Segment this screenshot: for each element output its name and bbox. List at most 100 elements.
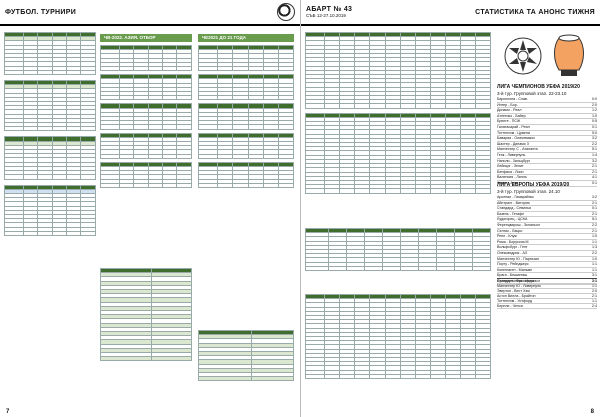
match-score: 3:2 — [592, 136, 597, 141]
schedule-list: Вулвергемптон - Ньюкасл 1:1 Манчестер Ю - … — [497, 279, 597, 309]
match-score: 1:4 — [592, 152, 597, 157]
match-score: 1:0 — [592, 113, 597, 118]
match-teams: Ренн - Клуж — [497, 234, 517, 239]
match-row: Бенфика - Лион 2:1 — [497, 170, 597, 176]
section-title: ФУТБОЛ. ТУРНИРИ — [5, 8, 77, 16]
match-row: Интер - Бор. 2:0 — [497, 103, 597, 109]
match-teams: Барселона - Слав. — [497, 97, 528, 101]
match-score: 2:1 — [592, 228, 597, 233]
match-teams: Манчестер Ю - Ливерпуль — [497, 284, 541, 288]
match-row: Селтик - Лацио 2:1 — [497, 229, 597, 235]
match-row: Атлетико - Байер 1:0 — [497, 114, 597, 120]
match-teams: Шахтер - Динамо З — [497, 141, 529, 146]
match-row: Ференцварош - Эспаньол 2:2 — [497, 223, 597, 229]
match-score: 0:5 — [592, 119, 597, 124]
match-score: 0:1 — [592, 206, 597, 211]
match-row: Бавария - Олимпиакос 3:2 — [497, 136, 597, 142]
match-score: 1:0 — [592, 234, 597, 239]
match-row: Шахтер - Динамо З 2:2 — [497, 142, 597, 148]
match-row: Вольфсбург - Гент 1:3 — [497, 245, 597, 251]
match-score: 1:1 — [592, 284, 597, 288]
match-score: 2:1 — [592, 169, 597, 174]
match-row: Наполи - Зальцбург 3:2 — [497, 159, 597, 165]
match-teams: Тоттенхэм - Црвена — [497, 130, 530, 135]
match-teams: Брага - Бешикташ — [497, 273, 528, 278]
el-match-list: Арсенал - Гимарайнш 3:2 Айнтрахт - Витория… — [497, 195, 597, 285]
match-row: Барселона - Слав. 0:0 — [497, 97, 597, 103]
match-score: 2:0 — [592, 102, 597, 107]
match-teams: Астон Вилла - Брайтон — [497, 294, 536, 298]
match-row: Базель - Гетафе 2:1 — [497, 212, 597, 218]
page-number-left: 7 — [6, 409, 10, 415]
match-teams: Базель - Гетафе — [497, 211, 525, 216]
match-row: Стандард - Севилья 0:1 — [497, 206, 597, 212]
page-number-right: 8 — [590, 409, 594, 415]
match-row: Манчестер Ю - Партизан 1:0 — [497, 257, 597, 263]
football-icon — [277, 3, 295, 21]
cl-subtitle: 3-й тур. Групповой этап. 22-23.10 — [497, 91, 567, 96]
match-row: Бернли - Челси 2:4 — [497, 304, 597, 309]
match-teams: Тоттенхэм - Уотфорд — [497, 299, 532, 303]
match-row: Ренн - Клуж 1:0 — [497, 234, 597, 240]
match-teams: Лейпциг - Зенит — [497, 164, 524, 169]
match-score: 3:1 — [592, 273, 597, 278]
europa-league-block: ЛИГА ЕВРОПЫ УЕФА 2019/20 3-й тур. Группо… — [497, 182, 597, 285]
match-teams: Валенсия - Лилль — [497, 175, 527, 180]
match-score: 2:1 — [592, 211, 597, 216]
match-row: Эвертон - Вест Хэм 2:0 — [497, 289, 597, 294]
right-header: АБАРТ № 43 СЪБ 12-27.10.2019 СТАТИСТИКА … — [301, 0, 600, 26]
match-score: 2:0 — [592, 289, 597, 293]
cl-title: ЛИГА ЧЕМПИОНОВ УЕФА 2019/20 — [497, 84, 580, 90]
match-teams: Манчестер Ю - Партизан — [497, 256, 539, 261]
match-score: 2:1 — [592, 164, 597, 169]
el-subtitle: 3-й тур. Групповой этап. 24.10 — [497, 189, 560, 194]
col2-title: ЧВ-2022. АЗИЯ. ОТБОР — [100, 34, 192, 42]
match-teams: Наполи - Зальцбург — [497, 158, 530, 163]
match-row: Генк - Ливерпуль 1:4 — [497, 153, 597, 159]
match-row: Тоттенхэм - Уотфорд 1:1 — [497, 299, 597, 304]
match-teams: Манчестер С - Аталанта — [497, 147, 538, 152]
match-score: 2:1 — [592, 278, 597, 283]
match-teams: Интер - Бор. — [497, 102, 518, 107]
match-teams: Динамо - Реал — [497, 108, 522, 113]
match-row: Айнтрахт - Витория 2:1 — [497, 201, 597, 207]
match-row: Челси - Аякс 0:1 — [497, 181, 597, 187]
match-score: 2:2 — [592, 141, 597, 146]
left-page: ФУТБОЛ. ТУРНИРИ — [0, 0, 300, 415]
match-teams: Генк - Ливерпуль — [497, 152, 526, 157]
match-teams: Арсенал - Гимарайнш — [497, 195, 534, 199]
match-teams: Бавария - Олимпиакос — [497, 136, 536, 141]
masthead-date: СЪБ 12-27.10.2019 — [306, 13, 346, 18]
match-row: Лейпциг - Зенит 2:1 — [497, 164, 597, 170]
match-score: 4:1 — [592, 175, 597, 180]
match-score: 3:2 — [592, 195, 597, 199]
match-score: 5:1 — [592, 217, 597, 222]
match-teams: Айнтрахт - Витория — [497, 200, 530, 205]
match-teams: Атлетико - Байер — [497, 113, 526, 118]
match-score: 2:2 — [592, 250, 597, 255]
match-row: Динамо - Реал 1:2 — [497, 108, 597, 114]
match-teams: Рома - Боруссия М — [497, 239, 529, 244]
match-score: 5:0 — [592, 130, 597, 135]
match-teams: Вольфсбург - Гент — [497, 245, 528, 250]
match-row: Манчестер С - Аталанта 5:1 — [497, 147, 597, 153]
match-teams: Челси - Аякс — [497, 180, 519, 185]
match-row: Рома - Боруссия М 1:1 — [497, 240, 597, 246]
standings-column-1 — [4, 32, 96, 402]
league-table-top — [305, 32, 491, 222]
match-score: 2:2 — [592, 222, 597, 227]
match-score: 0:1 — [592, 124, 597, 129]
el-title: ЛИГА ЕВРОПЫ УЕФА 2019/20 — [497, 182, 570, 188]
match-score: 1:1 — [592, 279, 597, 283]
match-teams: Брюгге - ПСЖ — [497, 119, 521, 124]
match-teams: Олександрия - АЗ — [497, 250, 528, 255]
match-score: 1:0 — [592, 256, 597, 261]
match-teams: Бернли - Челси — [497, 304, 523, 308]
match-teams: Эвертон - Вест Хэм — [497, 289, 530, 293]
match-row: Галатасарай - Реал 0:1 — [497, 125, 597, 131]
match-score: 0:1 — [592, 180, 597, 185]
match-row: Копенгаген - Мальме 1:1 — [497, 268, 597, 274]
left-header: ФУТБОЛ. ТУРНИРИ — [0, 0, 300, 26]
champions-league-block: ЛИГА ЧЕМПИОНОВ УЕФА 2019/20 3-й тур. Гру… — [497, 84, 597, 187]
section-title-right: СТАТИСТИКА ТА АНОНС ТИЖНЯ — [475, 8, 595, 16]
